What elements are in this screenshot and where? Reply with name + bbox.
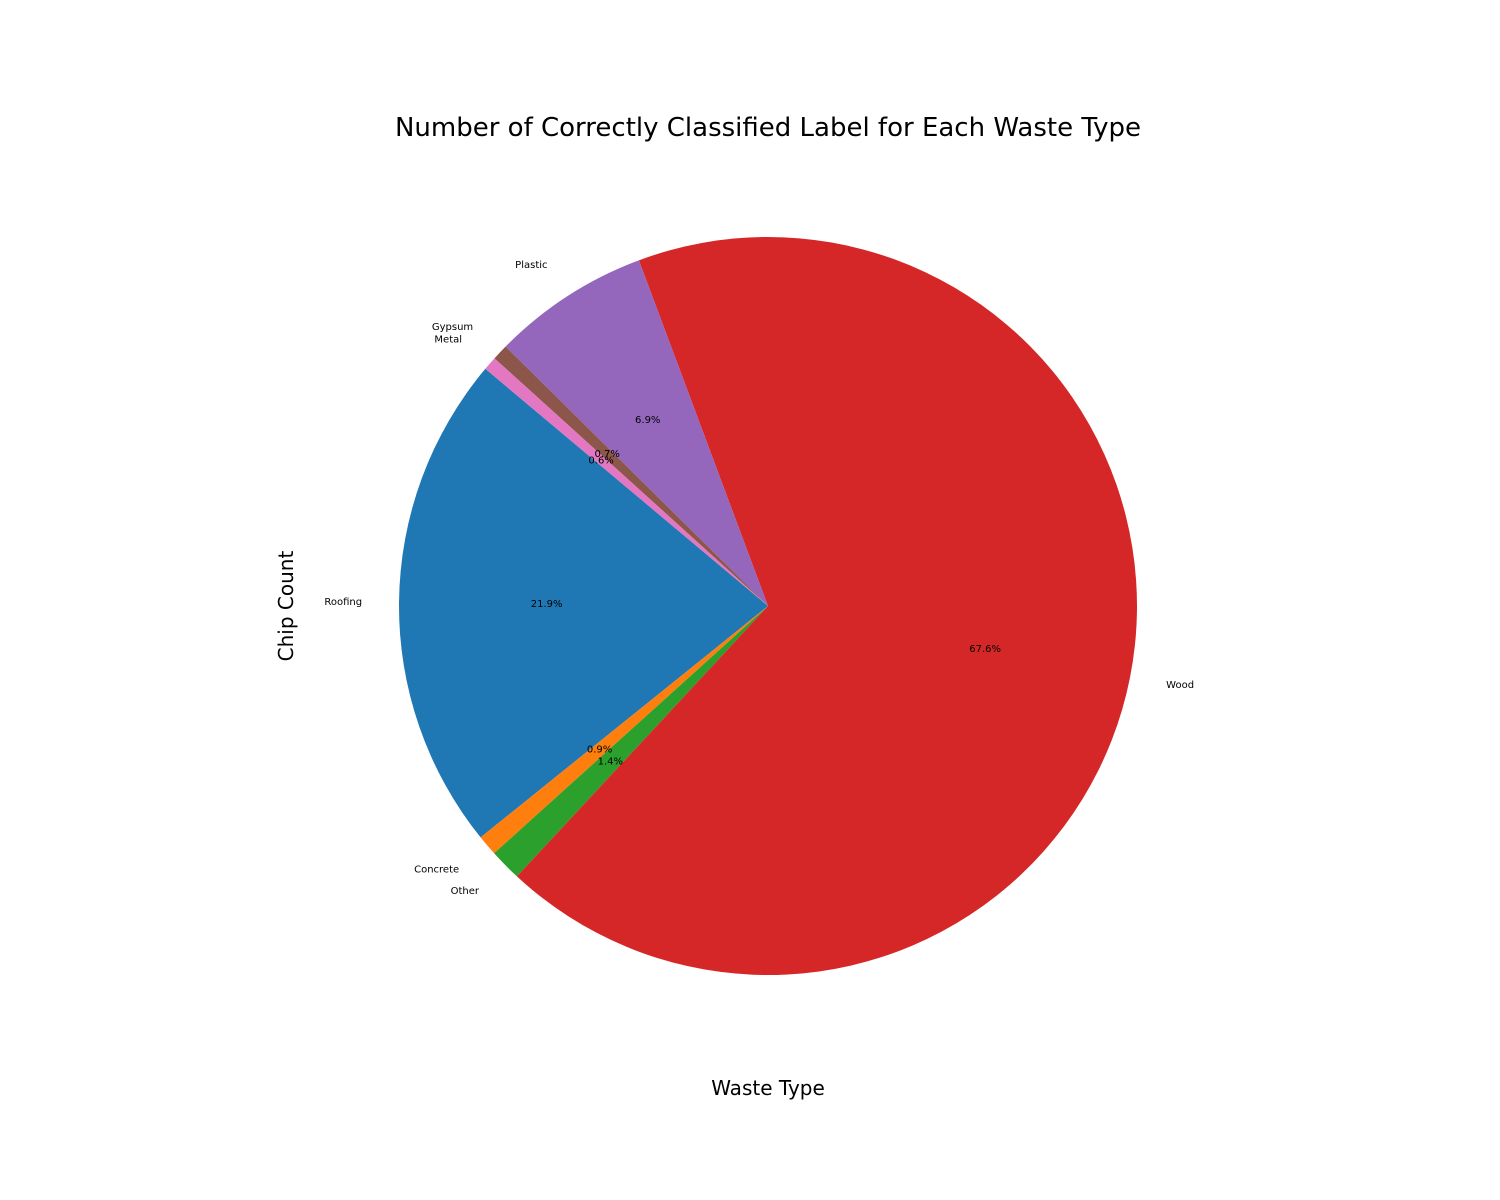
- category-label-wood: Wood: [1166, 680, 1194, 691]
- chart-title: Number of Correctly Classified Label for…: [395, 113, 1141, 143]
- category-label-roofing: Roofing: [324, 597, 362, 608]
- category-label-plastic: Plastic: [515, 260, 547, 271]
- percent-label-other: 1.4%: [598, 756, 623, 767]
- percent-label-concrete: 0.9%: [587, 745, 612, 756]
- slice-concrete: [480, 606, 768, 854]
- pie-slices: [398, 237, 1137, 975]
- y-axis-label: Chip Count: [274, 551, 298, 662]
- slice-wood: [516, 237, 1137, 975]
- category-label-other: Other: [451, 886, 480, 897]
- slice-gypsum: [494, 346, 768, 606]
- percent-labels: 21.9% 0.9%1.4% 67.6% 6.9% 0.7%0.6%: [531, 415, 1001, 767]
- category-labels: Roofing Concrete Other Wood Plastic GypsumMet…: [324, 260, 1194, 897]
- percent-label-metal: 0.6%: [588, 456, 613, 467]
- slice-roofing: [398, 368, 768, 838]
- slice-metal: [485, 358, 768, 606]
- percent-label-gypsum: 0.7%: [594, 449, 619, 460]
- category-label-metal: Metal: [434, 334, 462, 345]
- percent-label-plastic: 6.9%: [635, 415, 660, 426]
- category-label-gypsum: Gypsum: [432, 322, 473, 333]
- category-label-concrete: Concrete: [414, 864, 459, 875]
- x-axis-label: Waste Type: [711, 1076, 825, 1100]
- percent-label-wood: 67.6%: [969, 644, 1001, 655]
- slice-other: [494, 606, 768, 877]
- percent-label-roofing: 21.9%: [531, 599, 563, 610]
- slice-plastic: [505, 260, 768, 606]
